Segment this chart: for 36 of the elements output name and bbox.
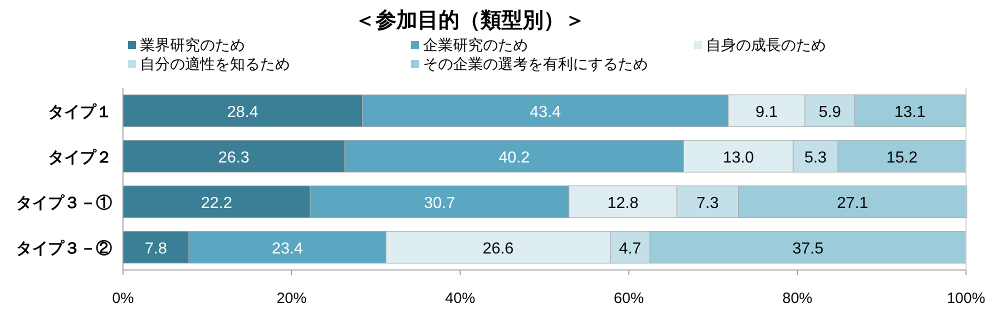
x-tick-label: 100% (946, 290, 986, 307)
legend-label: 企業研究のため (423, 37, 528, 54)
data-label: 13.1 (894, 104, 926, 121)
x-tick-label: 40% (445, 290, 476, 307)
legend-label: 自身の成長のため (706, 37, 826, 54)
data-label: 22.2 (201, 194, 232, 212)
data-label: 4.7 (618, 240, 642, 258)
data-label: 7.8 (144, 240, 168, 258)
data-label: 12.8 (607, 194, 639, 212)
data-label: 15.2 (886, 149, 918, 166)
data-label: 26.3 (218, 149, 250, 166)
x-tick-label: 0% (112, 290, 134, 307)
data-label: 30.7 (424, 194, 456, 212)
data-label: 13.0 (722, 149, 754, 166)
legend-label: 業界研究のため (140, 37, 245, 54)
legend-label: その企業の選考を有利にするため (423, 56, 648, 73)
data-label: 43.4 (530, 104, 562, 121)
data-label: 40.2 (498, 149, 530, 166)
data-label: 7.3 (696, 194, 719, 212)
x-tick-label: 60% (614, 290, 644, 307)
data-label: 5.9 (818, 104, 842, 121)
y-tick-label: タイプ３－① (16, 194, 112, 212)
data-label: 5.3 (804, 149, 827, 166)
data-label: 26.6 (482, 240, 514, 258)
y-tick-label: タイプ１ (48, 102, 112, 121)
x-tick-label: 20% (276, 290, 307, 307)
x-tick-label: 80% (782, 290, 812, 307)
data-label: 9.1 (756, 104, 778, 121)
data-label: 37.5 (792, 240, 824, 258)
data-label: 28.4 (227, 104, 258, 121)
legend-label: 自分の適性を知るため (140, 56, 290, 73)
data-label: 23.4 (272, 240, 304, 258)
chart-title: ＜参加目的（類型別）＞ (354, 8, 586, 32)
y-tick-label: タイプ３－② (16, 239, 112, 258)
data-label: 27.1 (837, 194, 868, 212)
y-tick-label: タイプ２ (48, 148, 112, 166)
